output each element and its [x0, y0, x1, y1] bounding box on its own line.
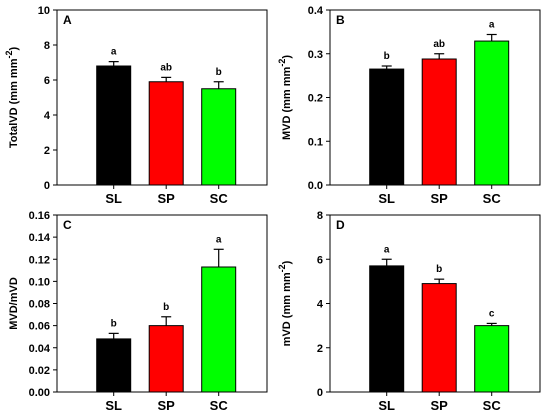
panel-letter: C — [63, 218, 72, 232]
y-tick-label: 2 — [44, 145, 50, 157]
category-label: SL — [105, 191, 122, 206]
y-tick-label: 0.16 — [29, 210, 50, 222]
y-tick-label: 0.4 — [308, 5, 324, 17]
y-tick-label: 6 — [44, 75, 50, 87]
y-axis-title: MVD/mVD — [8, 277, 20, 330]
y-tick-label: 0.10 — [29, 276, 50, 288]
y-tick-label: 0.1 — [308, 136, 323, 148]
chart-panel-a: a SL ab SP b SC 0 2 4 6 8 10 A TotalVD (mm mm-2) — [4, 5, 268, 206]
significance-label: b — [384, 51, 390, 62]
panel-letter: B — [336, 13, 345, 27]
significance-label: b — [436, 264, 442, 275]
category-label: SL — [378, 398, 395, 413]
y-tick-label: 4 — [44, 110, 51, 122]
y-tick-label: 0.08 — [29, 299, 50, 311]
y-tick-label: 2 — [317, 343, 323, 355]
bar-sl — [96, 338, 132, 393]
y-tick-label: 0.3 — [308, 49, 323, 61]
bar-sp — [421, 283, 457, 393]
category-label: SC — [210, 398, 229, 413]
bar-sp — [421, 58, 457, 186]
category-label: SP — [431, 398, 449, 413]
significance-label: ab — [433, 39, 445, 50]
y-tick-label: 0.02 — [29, 365, 50, 377]
bar-sl — [369, 265, 405, 393]
y-tick-label: 0.2 — [308, 93, 323, 105]
bar-sc — [201, 266, 237, 393]
significance-label: a — [384, 244, 390, 255]
y-tick-label: 4 — [317, 299, 324, 311]
panel-letter: A — [63, 13, 72, 27]
bar-sp — [148, 81, 184, 186]
y-tick-label: 0.04 — [29, 343, 51, 355]
significance-label: ab — [160, 62, 172, 73]
plot-frame — [56, 9, 268, 186]
chart-panel-c: b SL b SP a SC 0.00 0.02 0.04 0.06 0.08 0.10 0.12 0.1… — [8, 210, 268, 413]
y-tick-label: 0.00 — [29, 387, 50, 399]
chart-panel-b: b SL ab SP a SC 0.0 0.1 0.2 0.3 0.4 B MVD (mm mm-2) — [277, 5, 541, 206]
bar-sp — [148, 325, 184, 393]
bar-sc — [474, 325, 510, 393]
bar-sl — [369, 68, 405, 186]
y-tick-label: 6 — [317, 254, 323, 266]
significance-label: a — [489, 20, 495, 31]
y-tick-label: 0.12 — [29, 254, 50, 266]
y-axis-title: mVD (mm mm-2) — [277, 260, 293, 346]
category-label: SL — [378, 191, 395, 206]
category-label: SP — [158, 191, 176, 206]
y-axis-title: TotalVD (mm mm-2) — [4, 47, 20, 149]
significance-label: a — [216, 234, 222, 245]
y-tick-label: 0 — [44, 180, 50, 192]
category-label: SL — [105, 398, 122, 413]
bar-sc — [474, 40, 510, 186]
y-tick-label: 0.06 — [29, 321, 50, 333]
significance-label: c — [489, 308, 495, 319]
significance-label: b — [163, 302, 169, 313]
category-label: SC — [483, 191, 502, 206]
y-tick-label: 0.14 — [29, 232, 51, 244]
category-label: SC — [210, 191, 229, 206]
y-tick-label: 0.0 — [308, 180, 323, 192]
y-tick-label: 0 — [317, 387, 323, 399]
y-tick-label: 8 — [317, 210, 323, 222]
panel-letter: D — [336, 218, 345, 232]
significance-label: b — [216, 67, 222, 78]
y-tick-label: 8 — [44, 40, 50, 52]
significance-label: b — [111, 318, 117, 329]
bar-sl — [96, 65, 132, 186]
category-label: SC — [483, 398, 502, 413]
significance-label: a — [111, 47, 117, 58]
y-axis-title: MVD (mm mm-2) — [277, 55, 293, 140]
category-label: SP — [158, 398, 176, 413]
category-label: SP — [431, 191, 449, 206]
bar-sc — [201, 88, 237, 186]
y-tick-label: 10 — [38, 5, 50, 17]
